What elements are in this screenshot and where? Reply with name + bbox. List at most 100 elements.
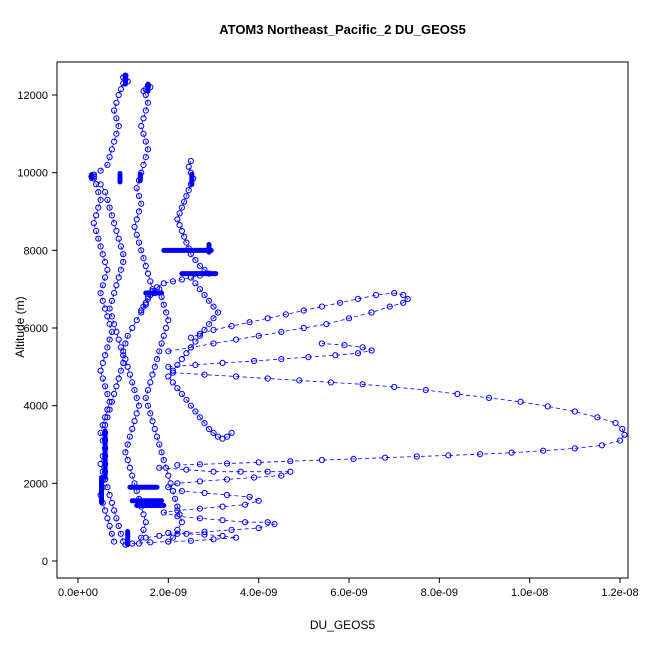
x-tick-label: 1.2e-08: [601, 587, 638, 599]
data-point: [106, 321, 113, 328]
data-point: [223, 491, 231, 499]
data-point: [104, 414, 111, 421]
data-point: [117, 266, 125, 273]
data-point: [165, 484, 172, 491]
data-point: [242, 501, 249, 508]
series-line-branch-5400: [168, 343, 374, 368]
data-point: [228, 323, 235, 330]
data-point: [151, 363, 158, 370]
plot-frame: [56, 61, 629, 579]
data-point: [271, 521, 278, 528]
data-point: [192, 256, 199, 264]
data-point: [144, 402, 152, 409]
data-point: [183, 239, 190, 246]
data-point: [571, 408, 578, 415]
data-point: [129, 425, 136, 433]
data-point: [115, 336, 122, 343]
data-point: [517, 398, 524, 405]
data-point: [219, 532, 226, 539]
data-point: [115, 91, 122, 99]
data-point: [140, 511, 147, 518]
data-point: [163, 309, 170, 316]
data-point: [106, 154, 113, 161]
data-point: [165, 317, 172, 324]
data-point: [113, 328, 120, 335]
data-point: [598, 442, 606, 449]
data-point: [278, 472, 285, 479]
data-point: [99, 375, 106, 382]
data-point: [169, 379, 176, 386]
data-point: [223, 460, 231, 467]
data-point: [196, 262, 203, 269]
data-point: [616, 437, 624, 444]
data-point: [255, 459, 262, 466]
data-point: [102, 352, 109, 359]
y-tick-label: 0: [42, 556, 48, 568]
data-point: [174, 530, 181, 537]
data-point: [108, 212, 116, 219]
data-point: [540, 447, 547, 454]
x-axis-label: DU_GEOS5: [309, 618, 376, 632]
data-point: [176, 210, 183, 217]
series-line-loop-6700: [168, 292, 409, 352]
data-point: [264, 519, 271, 526]
data-point: [445, 452, 452, 459]
data-point: [165, 529, 172, 537]
data-point: [196, 286, 203, 293]
data-point: [165, 538, 172, 545]
data-point: [612, 420, 619, 427]
data-point: [201, 371, 208, 378]
data-point: [354, 295, 362, 302]
data-point: [318, 456, 325, 464]
data-point: [108, 328, 116, 335]
data-point: [147, 539, 154, 546]
data-point: [111, 290, 118, 297]
data-point: [278, 328, 285, 335]
data-point: [485, 394, 493, 401]
chart-title: ATOM3 Northeast_Pacific_2 DU_GEOS5: [219, 22, 466, 37]
data-point: [205, 297, 213, 304]
data-point: [350, 455, 357, 462]
data-point: [169, 278, 176, 285]
data-point: [196, 478, 203, 485]
data-point: [174, 507, 181, 514]
data-point: [187, 402, 194, 409]
data-point: [122, 449, 129, 456]
data-point: [129, 379, 136, 386]
data-point: [196, 332, 203, 339]
data-point: [323, 321, 330, 328]
data-point: [106, 204, 113, 211]
data-point: [106, 522, 113, 530]
data-point: [142, 534, 149, 541]
data-point: [113, 130, 120, 137]
data-point: [156, 441, 163, 448]
data-point: [133, 317, 140, 324]
data-point: [201, 326, 208, 333]
data-point: [102, 422, 109, 429]
data-point: [214, 309, 222, 316]
data-point: [131, 418, 138, 425]
data-point: [117, 367, 125, 374]
data-point: [124, 363, 131, 370]
data-point: [111, 538, 118, 545]
data-point: [97, 196, 104, 203]
data-point: [133, 231, 140, 238]
data-point: [147, 278, 154, 285]
data-point: [178, 276, 185, 283]
data-point: [111, 138, 118, 145]
data-point: [133, 216, 140, 223]
data-point: [223, 476, 231, 483]
data-point: [391, 383, 398, 391]
data-point: [97, 290, 104, 297]
data-point: [156, 348, 163, 355]
data-point: [359, 344, 366, 351]
data-point: [111, 107, 118, 114]
data-point: [246, 493, 253, 500]
data-point: [138, 307, 145, 314]
series-line-profile-4: [167, 277, 232, 440]
data-point: [205, 321, 213, 328]
data-point: [185, 187, 192, 194]
data-point: [183, 350, 190, 357]
data-point: [142, 519, 149, 526]
